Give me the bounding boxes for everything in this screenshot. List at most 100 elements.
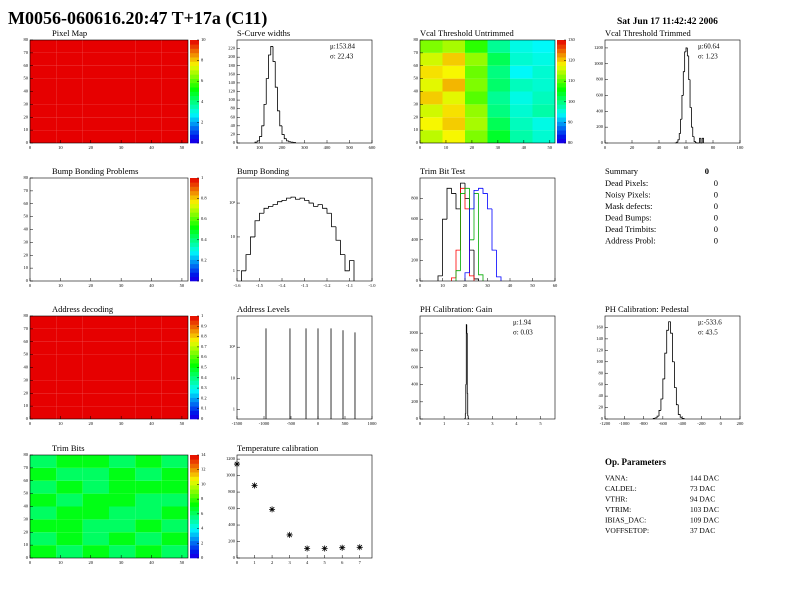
heatmap-cell	[56, 78, 83, 92]
heatmap-cell	[161, 493, 188, 507]
x-tick-label: 1	[253, 560, 255, 565]
y-tick-label: 160	[228, 71, 236, 76]
z-tick-label: 0.1	[201, 406, 207, 411]
histogram-bin	[268, 205, 273, 209]
x-tick-label: 20	[630, 145, 635, 150]
op-value: 144 DAC	[690, 474, 719, 483]
heatmap-cell	[135, 393, 162, 407]
colorbar-step	[190, 255, 199, 260]
panel: Pixel Map 0 10 20 30 40 50 0 10 20 30 40 50 60 70 80 0 2 4…	[24, 28, 207, 150]
x-tick-label: 20	[463, 283, 468, 288]
panel: Bump Bonding -1.6 -1.5 -1.4 -1.3 -1.2 -1.1 -1.0…	[229, 166, 376, 288]
histogram-bin	[313, 203, 318, 207]
summary-value: 0	[714, 235, 718, 245]
heatmap-cell	[30, 341, 57, 355]
y-tick-label: 220	[228, 46, 236, 51]
y-tick-label: 10	[231, 375, 236, 380]
heatmap-cell	[135, 545, 162, 558]
heatmap-cell	[532, 40, 555, 53]
heatmap-cell	[56, 467, 83, 481]
colorbar-step	[557, 108, 566, 114]
heatmap-cell	[135, 406, 162, 419]
colorbar-step	[190, 57, 199, 62]
histogram-bin	[689, 79, 692, 108]
summary-value: 0	[714, 189, 718, 199]
heatmap-cell	[56, 354, 83, 368]
x-tick-label: -800	[639, 421, 648, 426]
histogram-bin	[340, 240, 345, 256]
summary-title: Summary	[605, 166, 639, 176]
panel: PH Calibration: Pedestal -1200 -1000 -800 -6…	[596, 304, 744, 426]
stats-text: σ: 43.5	[698, 329, 718, 337]
histogram-bin	[691, 107, 693, 128]
scatter-point	[356, 544, 363, 551]
heatmap-cell	[510, 91, 533, 105]
x-tick-label: 10	[58, 421, 63, 426]
heatmap-cell	[532, 91, 555, 105]
y-tick-label: 0	[26, 555, 29, 560]
histogram-bin	[308, 200, 314, 204]
colorbar-step	[190, 371, 199, 377]
summary-label: Noisy Pixels:	[605, 189, 651, 199]
colorbar-step	[190, 134, 199, 140]
y-tick-label: 200	[411, 257, 419, 262]
heatmap-cell	[56, 480, 83, 494]
y-tick-label: 20	[231, 131, 236, 136]
summary-value: 0	[714, 212, 718, 222]
colorbar-step	[557, 44, 566, 49]
y-tick-label: 70	[414, 50, 419, 55]
plot-frame	[236, 454, 373, 559]
heatmap-cell	[161, 52, 188, 66]
heatmap-cell	[30, 52, 57, 66]
heatmap-cell	[465, 65, 488, 79]
panel: Trim Bits 0 10 20 30 40 50 0 10 20 30 40 50 60 70 80 0 2 4…	[24, 443, 207, 565]
heatmap-cell	[109, 40, 136, 53]
y-tick-label: 80	[24, 175, 29, 180]
heatmap-cell	[56, 91, 83, 105]
colorbar-step	[557, 125, 566, 131]
scatter-point	[269, 506, 276, 513]
histogram-bin	[670, 321, 673, 334]
heatmap-cell	[510, 40, 533, 53]
colorbar-step	[190, 199, 199, 205]
heatmap-cell	[56, 65, 83, 79]
heatmap-cell	[109, 341, 136, 355]
stats-text: σ: 22.43	[330, 53, 354, 61]
heatmap-cell	[420, 91, 443, 105]
heatmap-cell	[135, 367, 162, 381]
histogram-bin	[473, 189, 479, 209]
heatmap-cell	[109, 406, 136, 419]
scatter-point	[251, 482, 258, 489]
heatmap-cell	[135, 316, 162, 329]
heatmap-cell	[30, 493, 57, 507]
colorbar-step	[190, 276, 199, 282]
colorbar-step	[190, 397, 199, 403]
x-tick-label: 50	[180, 145, 185, 150]
stats-text: μ:153.84	[330, 43, 355, 51]
heatmap-cell	[30, 406, 57, 419]
heatmap-cell	[465, 130, 488, 143]
heatmap-cell	[420, 130, 443, 143]
y-tick-label: 1000	[226, 473, 236, 478]
histogram-bin	[695, 141, 697, 144]
colorbar-step	[190, 65, 199, 71]
heatmap-cell	[161, 78, 188, 92]
histogram-bin	[245, 254, 251, 271]
histogram-bin	[658, 410, 661, 417]
heatmap-cell	[442, 130, 465, 143]
colorbar-step	[557, 57, 566, 62]
heatmap-cell	[532, 104, 555, 118]
colorbar-step	[190, 117, 199, 122]
colorbar-step	[190, 78, 199, 84]
histogram-bin	[288, 140, 291, 143]
heatmap-cell	[135, 117, 162, 131]
scatter-point	[286, 531, 293, 538]
x-tick-label: 50	[180, 560, 185, 565]
y-tick-label: 0	[26, 278, 29, 283]
heatmap-cell	[161, 341, 188, 355]
x-tick-label: 10	[444, 145, 449, 150]
colorbar-step	[190, 341, 199, 347]
y-tick-label: 70	[24, 465, 29, 470]
histogram-bin	[677, 139, 680, 143]
colorbar-step	[190, 40, 199, 45]
